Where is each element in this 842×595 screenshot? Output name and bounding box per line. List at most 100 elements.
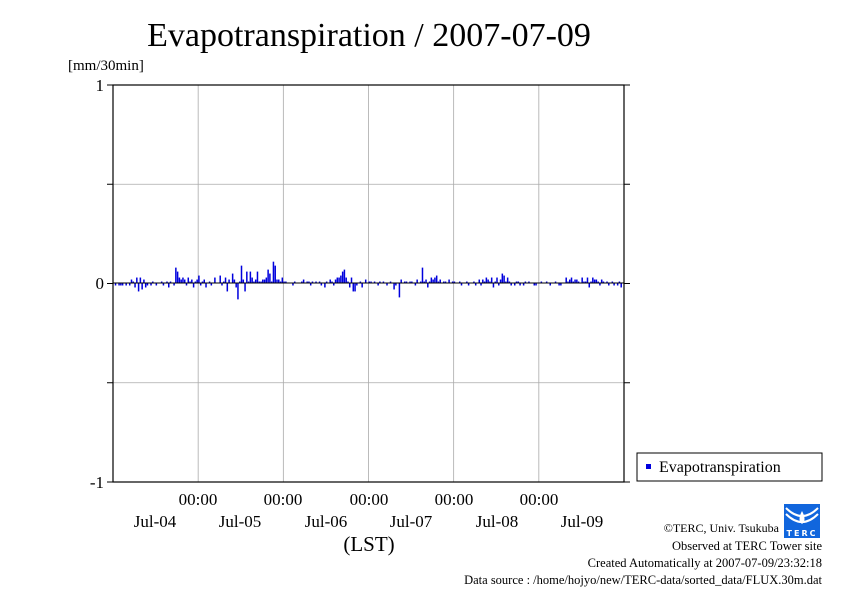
x-day-label: Jul-06 <box>305 512 348 531</box>
bar <box>570 277 573 284</box>
bar <box>588 283 591 288</box>
bar <box>586 277 589 284</box>
bar <box>256 271 259 284</box>
bar <box>292 283 294 286</box>
bar <box>274 265 276 284</box>
bar <box>143 279 145 284</box>
bar <box>267 269 269 284</box>
bar <box>187 277 190 284</box>
bar <box>398 283 401 298</box>
bar <box>576 279 578 284</box>
bar <box>513 283 516 286</box>
bar <box>320 283 323 286</box>
y-tick-label: -1 <box>90 473 104 492</box>
bar <box>599 283 601 286</box>
bar <box>128 283 131 286</box>
observed-site: Observed at TERC Tower site <box>672 539 822 553</box>
bar <box>309 283 312 286</box>
bar <box>329 279 331 284</box>
bar <box>240 265 243 284</box>
x-day-label: Jul-09 <box>561 512 604 531</box>
bar <box>352 283 355 292</box>
bar <box>565 277 567 284</box>
bar <box>146 283 149 286</box>
bar <box>185 283 188 286</box>
bar <box>162 283 165 286</box>
bar <box>192 283 195 288</box>
bar <box>386 283 388 286</box>
bar <box>533 283 536 286</box>
bar <box>183 279 186 284</box>
bar <box>231 273 234 284</box>
bar <box>333 283 335 286</box>
bar <box>226 283 229 292</box>
bar <box>348 283 351 288</box>
x-tick-label: 00:00 <box>179 490 218 509</box>
x-tick-label: 00:00 <box>264 490 303 509</box>
bar <box>272 261 275 284</box>
bar <box>503 275 505 284</box>
bar <box>448 279 450 284</box>
bar <box>499 279 502 284</box>
bar <box>265 277 268 284</box>
bar <box>501 273 504 284</box>
bar <box>334 279 337 284</box>
bar <box>498 283 500 286</box>
bar <box>354 283 356 292</box>
bar <box>427 283 429 288</box>
bar <box>176 271 179 284</box>
y-tick-label: 1 <box>96 76 105 95</box>
bar <box>416 279 418 284</box>
bar <box>254 279 257 284</box>
x-day-label: Jul-08 <box>476 512 519 531</box>
bar <box>595 279 598 284</box>
bar <box>198 275 200 284</box>
bar <box>251 277 253 284</box>
x-tick-label: 00:00 <box>520 490 559 509</box>
x-day-labels: Jul-04 Jul-05 Jul-06 Jul-07 Jul-08 Jul-0… <box>134 512 604 531</box>
bar <box>608 283 610 286</box>
bar <box>350 277 353 284</box>
x-tick-label: 00:00 <box>435 490 474 509</box>
created-timestamp: Created Automatically at 2007-07-09/23:3… <box>588 556 822 570</box>
plot-frame <box>112 84 625 483</box>
bar <box>460 283 463 286</box>
copyright: ©TERC, Univ. Tsukuba <box>664 521 780 535</box>
bar <box>549 283 551 286</box>
bar <box>136 277 138 284</box>
legend-swatch <box>646 464 651 469</box>
y-tick-label: 0 <box>96 274 105 293</box>
bar <box>414 283 417 286</box>
x-tick-label: 00:00 <box>350 490 389 509</box>
bar <box>244 283 246 292</box>
bar <box>492 283 495 288</box>
bar <box>249 271 252 284</box>
bar <box>474 283 477 286</box>
bar <box>214 277 216 284</box>
bar <box>246 271 248 284</box>
bar <box>506 277 509 284</box>
bar <box>345 277 347 284</box>
bar <box>120 283 122 286</box>
bar <box>395 283 397 286</box>
bar <box>205 283 207 288</box>
bar <box>221 283 223 286</box>
bar <box>196 279 198 284</box>
bar <box>118 283 120 286</box>
bar <box>173 283 175 286</box>
bar <box>168 283 170 288</box>
bar <box>613 283 615 286</box>
bar <box>560 283 562 286</box>
bar <box>616 283 619 286</box>
y-ticks: 1 0 -1 <box>90 76 104 492</box>
bar <box>487 279 489 284</box>
bar <box>121 283 124 286</box>
bar <box>356 283 358 286</box>
bar <box>343 269 346 284</box>
x-day-label: Jul-04 <box>134 512 177 531</box>
bar <box>125 283 127 286</box>
bar <box>235 283 237 288</box>
bar <box>262 279 264 284</box>
terc-logo: TERC <box>784 504 820 538</box>
bar <box>421 267 424 284</box>
